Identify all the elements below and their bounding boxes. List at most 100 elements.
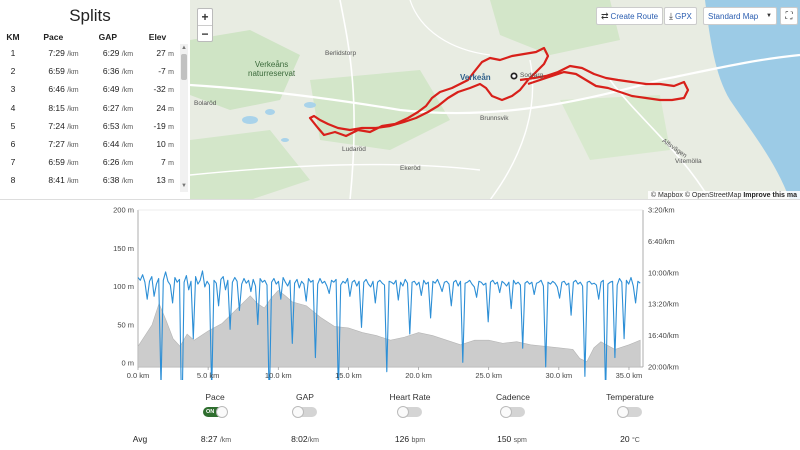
- route-line: [308, 46, 690, 138]
- zoom-out-button[interactable]: −: [198, 25, 212, 41]
- toggle-label: Temperature: [606, 392, 654, 402]
- split-row[interactable]: 7 6:59 /km 6:26 /km 7 m: [0, 153, 180, 171]
- map-label-sodra: Sodrarg: [520, 72, 544, 79]
- y-left-tick-label: 200 m: [113, 206, 134, 215]
- splits-scrollbar[interactable]: [180, 44, 188, 192]
- x-tick-label: 20.0 km: [405, 371, 432, 380]
- toggle-heart-rate: Heart Rate: [360, 392, 460, 422]
- gpx-button[interactable]: ⤓ GPX: [664, 7, 697, 25]
- scroll-up-arrow-icon[interactable]: ▲: [181, 45, 187, 51]
- toggle-temperature: Temperature: [580, 392, 680, 422]
- y-left-tick-label: 50 m: [117, 320, 134, 329]
- chart-canvas[interactable]: 200 m 150 m 100 m 50 m 0 m 3:20/km 6:40/km 10:…: [0, 200, 800, 380]
- road: [190, 163, 481, 176]
- y-right-tick-label: 16:40/km: [648, 331, 679, 340]
- splits-panel: Splits KM Pace GAP Elev 1 7:29 /km 6:29 /k…: [0, 0, 190, 192]
- osm-link[interactable]: © OpenStreetMap: [684, 192, 742, 199]
- forest-area: [560, 95, 670, 160]
- zoom-control: + −: [197, 8, 213, 42]
- averages-row: Avg 8:27 /km 8:02/km 126 bpm 150 spm 20 …: [0, 434, 800, 448]
- split-km: 4: [10, 102, 16, 113]
- y-right-tick-label: 13:20/km: [648, 300, 679, 309]
- split-km: 6: [10, 139, 16, 150]
- x-tick-label: 10.0 km: [265, 371, 292, 380]
- x-tick-label: 0.0 km: [127, 371, 150, 380]
- split-row[interactable]: 4 8:15 /km 6:27 /km 24 m: [0, 99, 180, 117]
- split-km: 2: [10, 66, 16, 77]
- split-gap: 6:53 /km: [102, 120, 134, 131]
- road: [190, 53, 800, 115]
- create-route-label: Create Route: [610, 11, 659, 21]
- avg-pace: 8:27 /km: [200, 434, 232, 444]
- map-type-label: Standard Map: [708, 11, 759, 21]
- avg-temperature: 20 °C: [620, 434, 640, 444]
- split-row[interactable]: 6 7:27 /km 6:44 /km 10 m: [0, 135, 180, 153]
- map-label-ludarod: Ludaröd: [342, 146, 366, 153]
- split-elev: 24 m: [156, 102, 174, 113]
- elevation-pace-chart[interactable]: 200 m 150 m 100 m 50 m 0 m 3:20/km 6:40/km 10:…: [0, 200, 800, 380]
- create-route-button[interactable]: ⇄ Create Route: [596, 7, 664, 25]
- toggle-switch[interactable]: [292, 406, 317, 418]
- fullscreen-button[interactable]: ⛶: [780, 7, 798, 25]
- lake: [304, 102, 316, 108]
- toggle-switch[interactable]: ON: [203, 406, 228, 418]
- toggle-switch[interactable]: [617, 406, 642, 418]
- split-km: 7: [10, 157, 16, 168]
- split-gap: 6:44 /km: [102, 139, 134, 150]
- x-tick-label: 30.0 km: [545, 371, 572, 380]
- x-tick-label: 5.0 km: [197, 371, 220, 380]
- col-gap: GAP: [98, 32, 117, 42]
- split-pace: 8:15 /km: [48, 102, 79, 113]
- map-canvas[interactable]: [190, 0, 800, 200]
- avg-cadence: 150 spm: [497, 434, 527, 444]
- split-pace: 7:27 /km: [48, 139, 79, 150]
- toggle-label: Heart Rate: [389, 392, 431, 402]
- avg-label: Avg: [132, 434, 148, 444]
- y-right-tick-label: 10:00/km: [648, 268, 679, 277]
- y-left-tick-label: 100 m: [113, 282, 134, 291]
- lake: [242, 116, 258, 124]
- split-km: 1: [10, 48, 16, 59]
- toggle-label: Pace: [205, 392, 225, 402]
- split-gap: 6:49 /km: [102, 84, 134, 95]
- improve-map-link[interactable]: Improve this ma: [743, 192, 797, 199]
- x-tick-label: 25.0 km: [475, 371, 502, 380]
- split-elev: 13 m: [156, 175, 174, 186]
- y-right-tick-label: 3:20/km: [648, 206, 675, 215]
- y-left-tick-label: 0 m: [121, 359, 134, 368]
- split-row[interactable]: 5 7:24 /km 6:53 /km -19 m: [0, 117, 180, 135]
- split-row[interactable]: 8 8:41 /km 6:38 /km 13 m: [0, 171, 180, 189]
- y-right-tick-label: 20:00/km: [648, 363, 679, 372]
- map-label-bolarod: Bolaröd: [194, 100, 217, 107]
- x-tick-label: 35.0 km: [616, 371, 643, 380]
- split-row[interactable]: 3 6:46 /km 6:49 /km -32 m: [0, 80, 180, 98]
- split-pace: 6:59 /km: [48, 157, 79, 168]
- caret-down-icon: ▼: [766, 13, 772, 19]
- splits-table: KM Pace GAP Elev 1 7:29 /km 6:29 /km 27 m 2 6…: [0, 30, 180, 190]
- forest-area: [190, 30, 300, 110]
- toggle-gap: GAP: [255, 392, 355, 422]
- split-row[interactable]: 1 7:29 /km 6:29 /km 27 m: [0, 44, 180, 62]
- fullscreen-icon: ⛶: [785, 10, 793, 22]
- split-elev: 27 m: [156, 48, 174, 59]
- split-elev: -32 m: [153, 84, 174, 95]
- section-divider: [0, 199, 800, 200]
- toggle-switch[interactable]: [500, 406, 525, 418]
- zoom-in-button[interactable]: +: [201, 10, 209, 24]
- split-row[interactable]: 2 6:59 /km 6:36 /km -7 m: [0, 62, 180, 80]
- road: [609, 79, 711, 200]
- route-map[interactable]: Verkeåns naturreservat Berlidstorp Verke…: [190, 0, 800, 200]
- mapbox-link[interactable]: © Mapbox: [650, 192, 683, 199]
- split-elev: 10 m: [156, 139, 174, 150]
- scroll-down-arrow-icon[interactable]: ▼: [181, 183, 187, 189]
- lake: [265, 109, 275, 115]
- toggle-switch[interactable]: [397, 406, 422, 418]
- col-pace: Pace: [43, 32, 64, 42]
- map-label-nature-reserve: Verkeåns naturreservat: [248, 60, 296, 78]
- map-type-dropdown[interactable]: Standard Map ▼: [703, 7, 777, 25]
- split-pace: 6:46 /km: [48, 84, 79, 95]
- splits-scroll-thumb[interactable]: [181, 54, 187, 80]
- x-tick-label: 15.0 km: [335, 371, 362, 380]
- route-icon: ⇄: [601, 10, 609, 21]
- split-elev: -7 m: [158, 66, 174, 77]
